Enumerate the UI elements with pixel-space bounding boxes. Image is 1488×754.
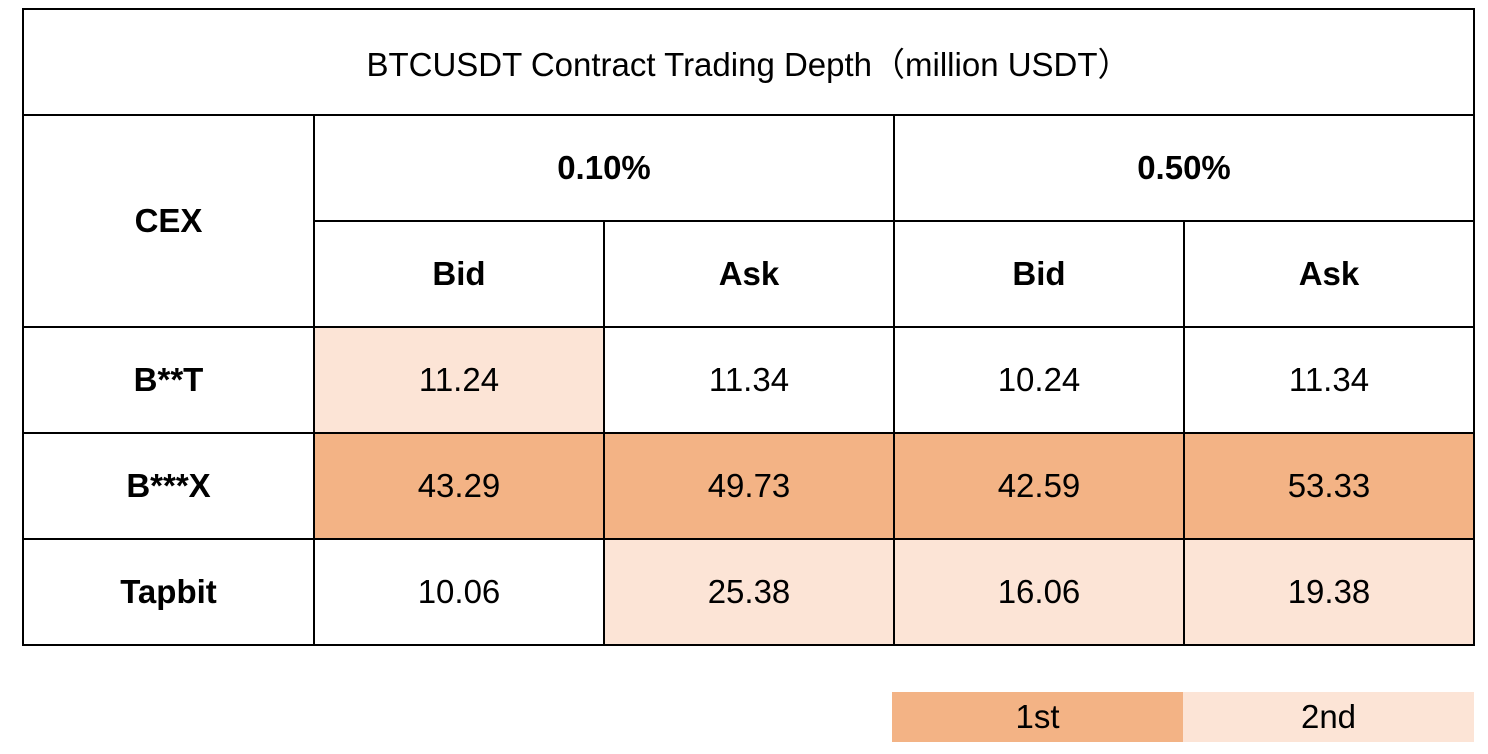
- depth-cell: 19.38: [1183, 538, 1475, 646]
- depth-cell: 11.34: [603, 326, 895, 434]
- depth-cell: 25.38: [603, 538, 895, 646]
- table-title: BTCUSDT Contract Trading Depth（million U…: [22, 8, 1475, 116]
- depth-cell: 10.24: [893, 326, 1185, 434]
- legend-item-2nd: 2nd: [1183, 692, 1474, 742]
- depth-cell: 10.06: [313, 538, 605, 646]
- depth-cell: 42.59: [893, 432, 1185, 540]
- table-row: Tapbit 10.06 25.38 16.06 19.38: [22, 538, 1475, 646]
- depth-cell: 53.33: [1183, 432, 1475, 540]
- depth-cell: 49.73: [603, 432, 895, 540]
- cex-name: Tapbit: [22, 538, 315, 646]
- depth-cell: 16.06: [893, 538, 1185, 646]
- sub-header-ask-1: Ask: [1183, 220, 1475, 328]
- cex-name: B**T: [22, 326, 315, 434]
- rank-legend: 1st 2nd: [892, 692, 1474, 742]
- depth-cell: 11.24: [313, 326, 605, 434]
- legend-item-1st: 1st: [892, 692, 1183, 742]
- sub-header-bid-0: Bid: [313, 220, 605, 328]
- depth-cell: 43.29: [313, 432, 605, 540]
- group-header-1: 0.50%: [893, 114, 1475, 222]
- table-row: B***X 43.29 49.73 42.59 53.33: [22, 432, 1475, 540]
- sub-header-bid-1: Bid: [893, 220, 1185, 328]
- cex-header: CEX: [22, 114, 315, 328]
- cex-name: B***X: [22, 432, 315, 540]
- depth-cell: 11.34: [1183, 326, 1475, 434]
- sub-header-ask-0: Ask: [603, 220, 895, 328]
- group-header-0: 0.10%: [313, 114, 895, 222]
- table-row: B**T 11.24 11.34 10.24 11.34: [22, 326, 1475, 434]
- depth-table: BTCUSDT Contract Trading Depth（million U…: [22, 8, 1475, 646]
